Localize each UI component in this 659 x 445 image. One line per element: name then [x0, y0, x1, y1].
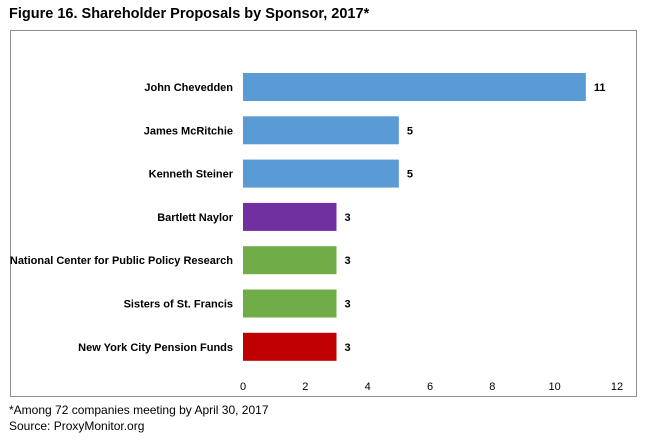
x-tick-label: 8	[489, 381, 495, 393]
data-label: 5	[407, 169, 413, 181]
category-label: Kenneth Steiner	[149, 169, 234, 181]
x-tick-label: 4	[365, 381, 371, 393]
category-label: National Center for Public Policy Resear…	[10, 255, 233, 267]
footnote: *Among 72 companies meeting by April 30,…	[9, 403, 269, 417]
bar	[243, 246, 337, 275]
chart-title: Figure 16. Shareholder Proposals by Spon…	[9, 6, 370, 22]
data-label: 3	[345, 299, 351, 311]
bar	[243, 202, 337, 231]
bar	[243, 289, 337, 318]
x-tick-label: 0	[240, 381, 246, 393]
bar	[243, 116, 399, 145]
x-tick-label: 10	[549, 381, 561, 393]
data-label: 5	[407, 125, 413, 137]
x-tick-label: 12	[611, 381, 623, 393]
data-label: 3	[345, 342, 351, 354]
category-label: Bartlett Naylor	[157, 212, 234, 224]
category-label: Sisters of St. Francis	[124, 299, 233, 311]
data-label: 3	[345, 212, 351, 224]
bar	[243, 159, 399, 188]
source-note: Source: ProxyMonitor.org	[9, 419, 145, 433]
category-label: James McRitchie	[144, 125, 233, 137]
data-label: 11	[594, 82, 606, 94]
chart-frame	[10, 30, 637, 397]
data-label: 3	[345, 255, 351, 267]
category-label: John Chevedden	[144, 82, 233, 94]
category-label: New York City Pension Funds	[78, 342, 233, 354]
x-tick-label: 2	[302, 381, 308, 393]
bar	[243, 73, 586, 101]
x-tick-label: 6	[427, 381, 433, 393]
bar	[243, 332, 337, 361]
